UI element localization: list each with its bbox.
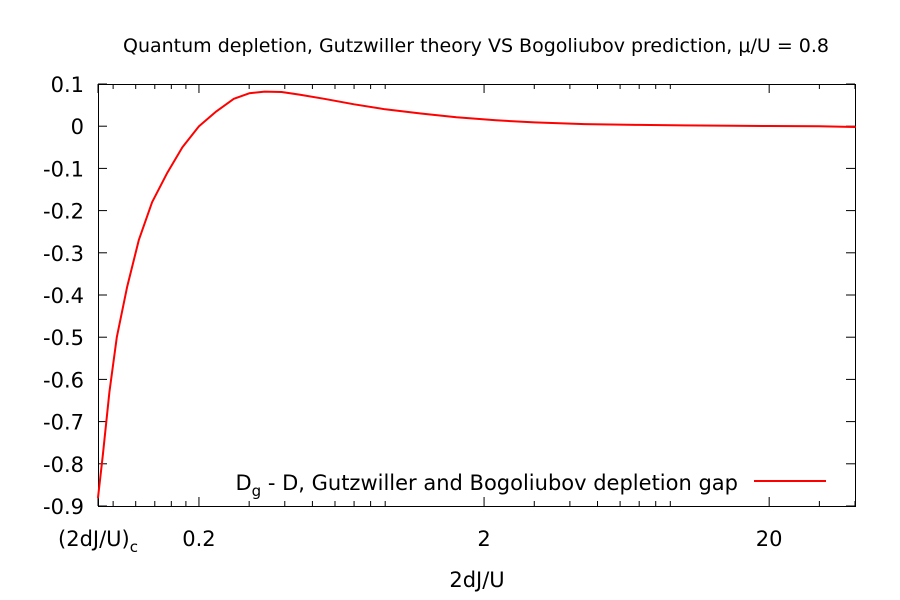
y-tick-label: 0 [71, 115, 84, 139]
legend: Dg - D, Gutzwiller and Bogoliubov deplet… [235, 471, 826, 500]
series-curves [97, 90, 856, 499]
chart-title: Quantum depletion, Gutzwiller theory VS … [123, 35, 829, 57]
y-tick-label: -0.8 [43, 453, 84, 477]
y-tick-label: -0.6 [43, 368, 84, 392]
y-tick-label: -0.3 [43, 242, 84, 266]
plot-frame [98, 84, 856, 507]
y-ticks: 0.1 0 -0.1 -0.2 -0.3 -0.4 -0.5 -0.6 -0.7 -0.8 -0.9 [43, 73, 855, 519]
x-axis-label: 2dJ/U [449, 568, 504, 592]
y-tick-label: -0.4 [43, 284, 84, 308]
y-tick-label: -0.9 [43, 495, 84, 519]
series-line [97, 90, 856, 499]
y-tick-label: -0.1 [43, 157, 84, 181]
y-tick-label: -0.7 [43, 411, 84, 435]
x-tick-label: 0.2 [182, 527, 215, 551]
legend-label: Dg - D, Gutzwiller and Bogoliubov deplet… [235, 471, 738, 500]
x-tick-label: 20 [756, 527, 783, 551]
y-tick-label: -0.5 [43, 326, 84, 350]
x-tick-label: 2 [477, 527, 490, 551]
y-tick-label: -0.2 [43, 200, 84, 224]
x-tick-label: (2dJ/U)c [58, 527, 138, 556]
y-tick-label: 0.1 [51, 73, 84, 97]
